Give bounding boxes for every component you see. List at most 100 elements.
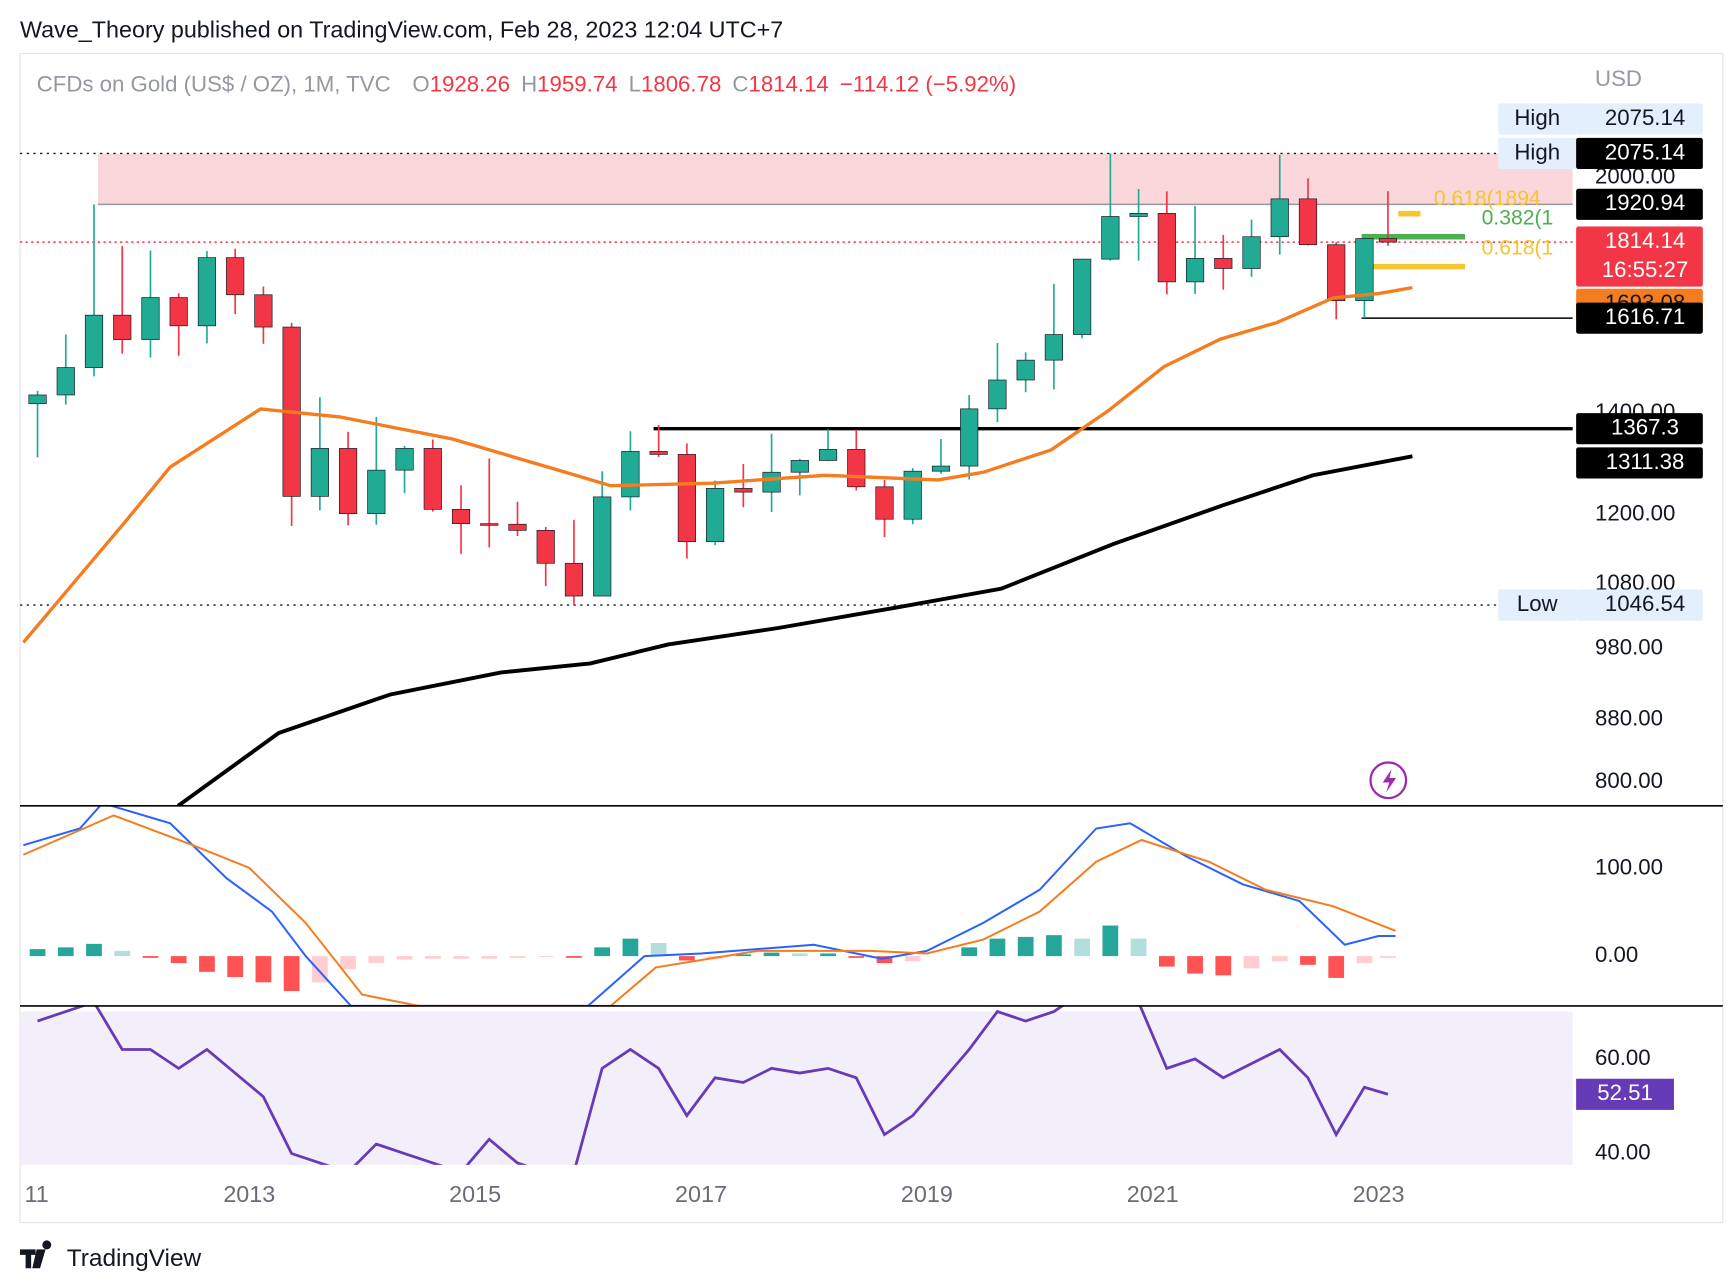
currency: USD xyxy=(1595,66,1642,91)
change: −114.12 (−5.92%) xyxy=(840,71,1016,96)
macd-histogram xyxy=(1046,935,1062,957)
symbol: CFDs on Gold (US$ / OZ), 1M, TVC xyxy=(37,71,391,96)
macd-histogram xyxy=(255,956,272,983)
candle-body xyxy=(28,394,47,405)
tag-name-bg xyxy=(1498,589,1577,621)
tag-name-bg xyxy=(1498,137,1577,169)
tag-bg xyxy=(1576,226,1703,287)
fib-label: 0.618(1 xyxy=(1482,236,1554,259)
candle-body xyxy=(677,454,696,543)
macd-histogram xyxy=(650,942,667,957)
logo xyxy=(20,1240,52,1269)
tag-value: 1814.14 xyxy=(1605,228,1685,253)
macd-tick-label: 0.00 xyxy=(1595,942,1638,967)
tag-bg xyxy=(1576,302,1703,334)
candle-body xyxy=(1129,213,1148,217)
tag-value: 2075.14 xyxy=(1605,139,1685,164)
ohlc: O1928.26 H1959.74 L1806.78 C1814.14 −114.12 … xyxy=(412,71,1016,96)
macd-histogram xyxy=(1102,925,1119,957)
tag-name-bg xyxy=(1498,103,1577,135)
macd-histogram xyxy=(340,956,356,970)
ohlc-key: H xyxy=(521,71,537,96)
candle-body xyxy=(847,449,866,488)
macd-histogram xyxy=(57,947,74,957)
ohlc-key: L xyxy=(629,71,641,96)
tag-value: 1311.38 xyxy=(1606,449,1685,474)
tag-value: 1920.94 xyxy=(1605,190,1685,215)
ohlc-value: 1959.74 xyxy=(537,71,617,96)
tag-value: 1367.3 xyxy=(1611,415,1679,440)
layers: 0.618(18940.382(10.618(12000.001400.0012… xyxy=(20,103,1703,1207)
candle-body xyxy=(56,367,75,396)
candle-body xyxy=(1242,236,1261,269)
candle-body xyxy=(197,257,217,327)
candle-body xyxy=(310,448,329,497)
macd-histogram xyxy=(820,953,836,957)
tag-value: 1046.54 xyxy=(1605,591,1685,616)
macd-histogram xyxy=(989,938,1006,957)
fib-label: 0.382(1 xyxy=(1482,207,1554,230)
candle-body xyxy=(903,470,922,520)
fib-label: 0.618(1894 xyxy=(1434,187,1541,210)
x-tick-label: 2021 xyxy=(1127,1181,1179,1207)
candle-body xyxy=(875,486,894,520)
x-tick-label: 2023 xyxy=(1353,1181,1405,1207)
tag-bg xyxy=(1576,188,1703,220)
y-tick-label: 1200.00 xyxy=(1595,501,1675,526)
candle-body xyxy=(1185,258,1205,283)
candle-body xyxy=(480,523,499,526)
macd-pane xyxy=(22,805,1396,1006)
candle-body xyxy=(113,314,132,340)
x-tick-label: 2019 xyxy=(901,1181,953,1207)
candle-body xyxy=(254,294,273,328)
macd-histogram xyxy=(1243,956,1260,969)
macd-histogram xyxy=(566,956,582,958)
candle-body xyxy=(141,297,160,340)
candle-body xyxy=(1327,244,1346,302)
ohlc-value: 1814.14 xyxy=(748,71,828,96)
x-tick-label: 2015 xyxy=(449,1181,501,1207)
macd-histogram xyxy=(199,956,215,972)
macd-histogram xyxy=(1187,956,1203,974)
rsi-pane xyxy=(20,1005,1573,1165)
macd-histogram xyxy=(1356,956,1373,964)
tag-bg xyxy=(1576,447,1703,479)
y-tick-label: 980.00 xyxy=(1595,634,1663,659)
alert-bolt xyxy=(1382,769,1397,793)
alert-icon[interactable] xyxy=(1369,761,1408,800)
tag-value: 2075.14 xyxy=(1605,105,1685,130)
macd-histogram xyxy=(453,956,469,959)
candle-body xyxy=(818,449,838,461)
rsi-tick-label: 60.00 xyxy=(1595,1045,1651,1070)
macd-histogram xyxy=(86,943,102,957)
rsi-tag-bg xyxy=(1576,1078,1674,1110)
candle-body xyxy=(931,465,951,472)
candle-body xyxy=(593,496,612,597)
candle-body xyxy=(1157,213,1176,283)
rsi-tick-label: 40.00 xyxy=(1595,1139,1651,1164)
macd-histogram xyxy=(424,956,441,959)
tag-name: High xyxy=(1514,105,1560,130)
tag-bg xyxy=(1576,589,1703,621)
candle-body xyxy=(1378,238,1398,243)
candle-body xyxy=(621,451,640,498)
candle-body xyxy=(1214,258,1233,269)
candle-body xyxy=(536,530,555,564)
macd-histogram xyxy=(114,950,131,957)
macd-histogram xyxy=(1130,938,1147,957)
tag-bg xyxy=(1576,103,1703,135)
candle-body xyxy=(508,523,527,531)
macd-histogram xyxy=(791,953,808,957)
macd-histogram xyxy=(904,956,921,962)
macd-histogram xyxy=(622,938,639,957)
y-tick-label: 800.00 xyxy=(1595,768,1663,793)
footer: TradingView xyxy=(67,1245,202,1272)
candle-body xyxy=(706,488,725,543)
macd-histogram xyxy=(1271,956,1288,962)
macd-histogram xyxy=(876,956,893,964)
macd-histogram xyxy=(763,952,780,957)
candle-body xyxy=(226,257,245,296)
macd-histogram xyxy=(679,956,695,961)
macd-histogram xyxy=(396,956,413,960)
